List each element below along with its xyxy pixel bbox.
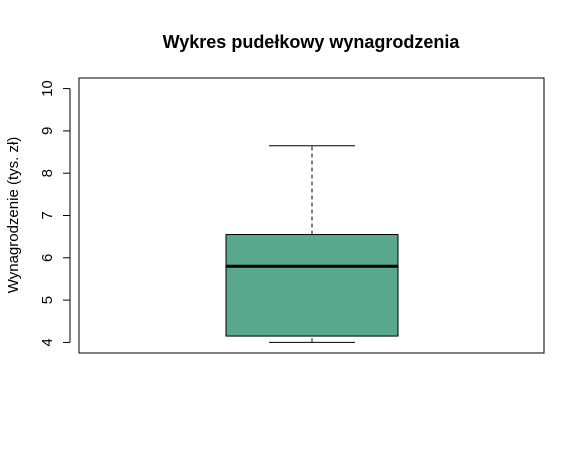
- y-axis-label: Wynagrodzenie (tys. zł): [5, 137, 22, 294]
- y-tick-label: 5: [39, 296, 56, 304]
- y-tick-label: 10: [39, 80, 56, 97]
- box-plot: [225, 145, 399, 343]
- chart-title: Wykres pudełkowy wynagrodzenia: [163, 32, 461, 52]
- iqr-box: [225, 234, 399, 337]
- y-tick-label: 4: [39, 338, 56, 346]
- y-tick-label: 7: [39, 211, 56, 219]
- y-tick-label: 8: [39, 169, 56, 177]
- y-tick-label: 9: [39, 127, 56, 135]
- y-tick-label: 6: [39, 254, 56, 262]
- plot-frame: [78, 77, 545, 354]
- y-axis: 4 5 6 7 8 9 10: [39, 80, 71, 347]
